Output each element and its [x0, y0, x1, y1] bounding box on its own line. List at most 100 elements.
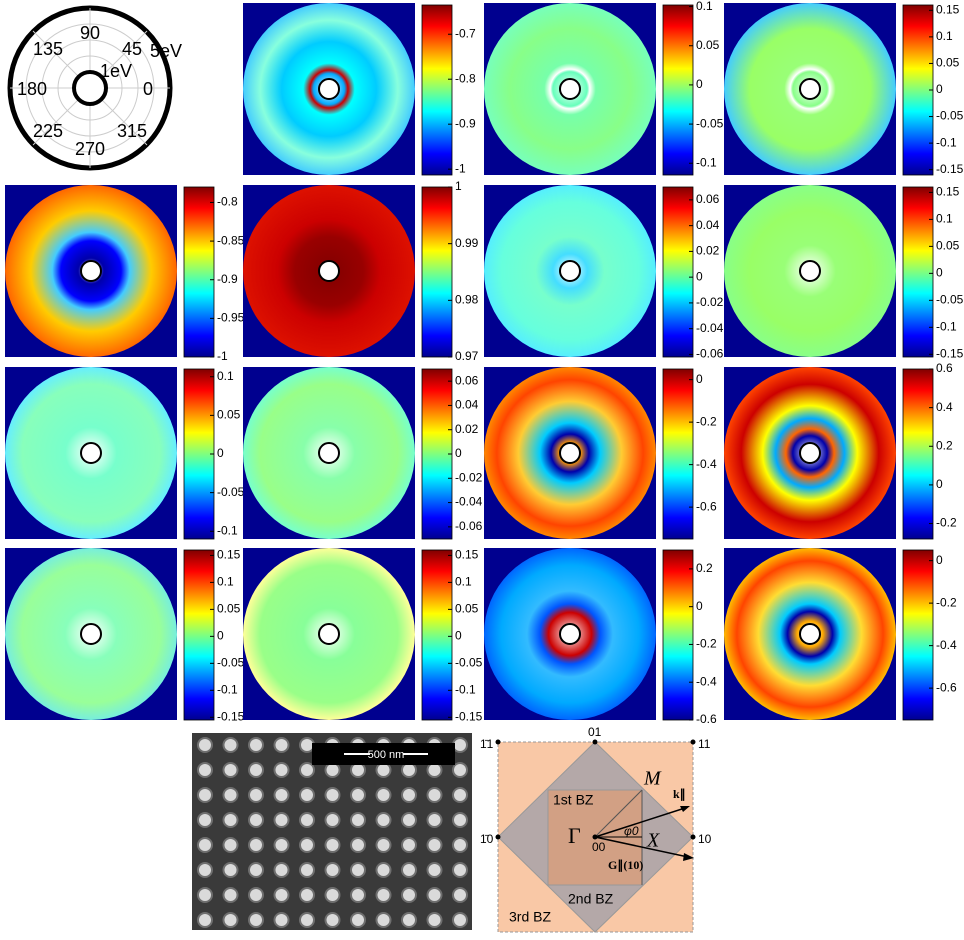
colorbar-tick-label: -0.6	[696, 712, 717, 726]
map-hole	[319, 261, 339, 281]
colorbar	[663, 187, 693, 357]
colorbar	[184, 550, 214, 720]
colorbar-tick-label: -0.05	[217, 485, 245, 499]
map-panel: 1 0.99 0.98 0.97	[243, 179, 479, 363]
colorbar-tick-label: 0.05	[217, 408, 241, 422]
colorbar-tick-label: 0	[696, 77, 703, 91]
colorbar-tick-label: 0.1	[455, 575, 472, 589]
radius-label: 5eV	[150, 41, 182, 61]
angle-label: 45	[122, 39, 142, 59]
vector-label: G∥(10)	[608, 858, 643, 872]
colorbar-tick-label: -0.05	[696, 116, 724, 130]
angle-label: 315	[117, 121, 147, 141]
map-hole	[800, 261, 820, 281]
point-label: X	[646, 830, 660, 852]
colorbar-tick-label: -0.85	[217, 233, 245, 247]
colorbar-tick-label: 0	[217, 629, 224, 643]
colorbar-tick-label: 0	[936, 477, 943, 491]
colorbar	[422, 187, 452, 357]
colorbar-tick-label: 0.99	[455, 236, 479, 250]
colorbar-tick-label: -0.9	[455, 116, 476, 130]
colorbar-tick-label: -0.1	[217, 682, 238, 696]
point-label: 01	[588, 725, 602, 739]
point-label: 11	[698, 737, 711, 751]
colorbar-tick-label: 0.15	[217, 548, 241, 562]
zone-label: 1st BZ	[553, 792, 594, 808]
point-label: 1̄0	[480, 832, 494, 846]
map-hole	[81, 624, 101, 644]
bz-diagram: 1̄1 01 11 1̄0 10 M k∥ Γ φ0 X 00 G∥(10) 1…	[480, 725, 712, 932]
map-hole	[319, 624, 339, 644]
figure: 90 45 135 180 0 225 270 315 1eV 5eV 500 …	[0, 0, 964, 935]
map-hole	[800, 624, 820, 644]
colorbar-tick-label: -0.1	[936, 319, 957, 333]
map-panel: 0.060.040.020-0.02-0.04-0.06	[484, 185, 724, 361]
point-label: 00	[592, 840, 606, 854]
colorbar-tick-label: -0.6	[696, 499, 717, 513]
colorbar-tick-label: 0.02	[696, 244, 720, 258]
colorbar-tick-label: -0.1	[936, 135, 957, 149]
colorbar	[663, 5, 693, 175]
colorbar-tick-label: 0.05	[936, 56, 960, 70]
colorbar-tick-label: 0.15	[455, 548, 479, 562]
point-label: 1̄1	[480, 737, 494, 751]
colorbar-tick-label: 0.05	[455, 602, 479, 616]
colorbar-tick-label: 0.15	[936, 185, 960, 199]
colorbar-tick-label: -0.6	[936, 680, 957, 694]
map-panel: 0.10.050-0.05-0.1	[484, 0, 724, 175]
colorbar-tick-label: 0	[455, 446, 462, 460]
colorbar	[422, 5, 452, 175]
colorbar	[903, 187, 933, 357]
colorbar-tick-label: -0.2	[936, 516, 957, 530]
colorbar	[184, 369, 214, 539]
angle-label: 180	[17, 79, 47, 99]
colorbar-tick-label: 0.98	[455, 293, 479, 307]
colorbar-tick-label: -0.05	[217, 656, 245, 670]
map-panel: 0-0.2-0.4-0.6	[484, 367, 717, 539]
colorbar-tick-label: -0.05	[936, 109, 964, 123]
colorbar-tick-label: -0.2	[696, 414, 717, 428]
map-hole	[560, 261, 580, 281]
map-hole	[560, 79, 580, 99]
angle-label: 0	[143, 79, 153, 99]
colorbar-tick-label: 0.6	[936, 361, 953, 375]
colorbar-tick-label: -0.04	[455, 495, 483, 509]
colorbar-tick-label: -0.2	[696, 637, 717, 651]
colorbar-tick-label: 0.2	[936, 438, 953, 452]
colorbar-tick-label: -0.9	[217, 272, 238, 286]
colorbar-tick-label: 0.02	[455, 422, 479, 436]
colorbar-tick-label: 0	[696, 269, 703, 283]
angle-label: 135	[33, 39, 63, 59]
colorbar-tick-label: -0.15	[455, 709, 483, 723]
colorbar-tick-label: 0.1	[936, 212, 953, 226]
map-hole	[319, 443, 339, 463]
colorbar	[663, 369, 693, 539]
colorbar-tick-label: 0.1	[217, 575, 234, 589]
polar-key: 90 45 135 180 0 225 270 315 1eV 5eV	[10, 8, 182, 168]
map-panel: 0-0.2-0.4-0.6	[724, 548, 957, 720]
colorbar-tick-label: -0.1	[696, 155, 717, 169]
map-hole	[800, 79, 820, 99]
colorbar-tick-label: 0.1	[217, 369, 234, 383]
colorbar-tick-label: 0.04	[455, 398, 479, 412]
map-panel: 0.150.10.050-0.05-0.1-0.15	[243, 548, 483, 724]
colorbar-tick-label: 0.05	[217, 602, 241, 616]
colorbar-tick-label: -0.1	[217, 523, 238, 537]
colorbar-tick-label: 0.97	[455, 349, 479, 363]
colorbar	[903, 550, 933, 720]
colorbar-tick-label: -0.06	[696, 347, 724, 361]
colorbar-tick-label: -0.02	[696, 295, 724, 309]
map-panel: -0.8-0.85-0.9-0.95-1	[5, 185, 245, 363]
colorbar-tick-label: 0.1	[936, 29, 953, 43]
scale-bar-label: 500 nm	[368, 749, 405, 761]
map-hole	[81, 261, 101, 281]
colorbar-tick-label: -1	[217, 349, 228, 363]
vector-label: k∥	[673, 787, 686, 801]
map-panel: 0.150.10.050-0.05-0.1-0.15	[5, 548, 245, 724]
colorbar-tick-label: -0.05	[455, 656, 483, 670]
map-hole	[81, 443, 101, 463]
colorbar-tick-label: 1	[455, 179, 462, 193]
colorbar-tick-label: -0.2	[936, 595, 957, 609]
colorbar-tick-label: 0.15	[936, 2, 960, 16]
colorbar	[903, 5, 933, 175]
